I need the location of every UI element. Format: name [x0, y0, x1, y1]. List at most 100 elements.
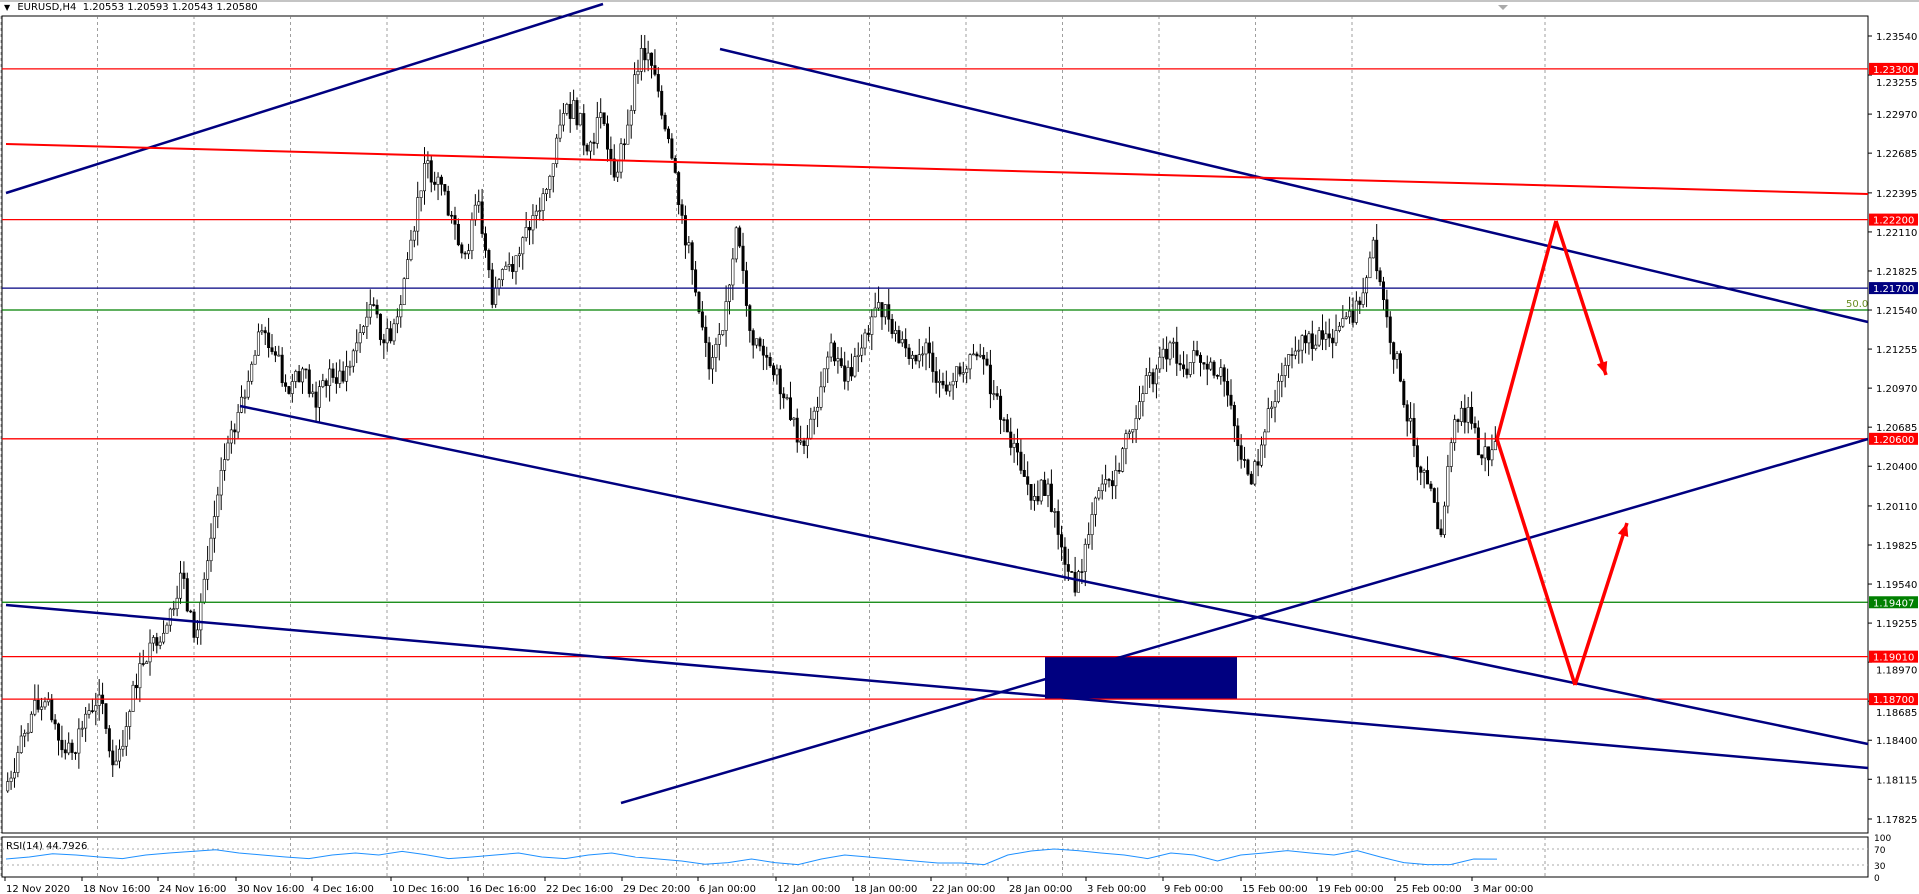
- candle-body: [1398, 353, 1402, 382]
- candle-body: [80, 727, 84, 730]
- candle-body: [70, 742, 74, 753]
- candle-body: [443, 184, 447, 192]
- candle-body: [717, 334, 721, 345]
- candle-body: [138, 663, 142, 689]
- candle-body: [1148, 372, 1152, 376]
- candle-body: [521, 237, 525, 255]
- candle-body: [1107, 479, 1111, 481]
- x-tick-label: 9 Feb 00:00: [1164, 884, 1223, 894]
- candle-body: [965, 368, 969, 373]
- y-tick-label: 1.20110: [1876, 502, 1917, 513]
- symbol-timeframe: EURUSD,H4: [17, 2, 77, 13]
- candle-body: [1476, 427, 1480, 456]
- candle-body: [273, 351, 277, 356]
- candle-body: [870, 316, 874, 335]
- candle-body: [707, 342, 711, 370]
- candle-body: [1060, 534, 1064, 548]
- candle-body: [673, 157, 677, 173]
- candle-body: [775, 368, 779, 376]
- candle-body: [734, 227, 738, 260]
- candle-body: [1229, 394, 1233, 406]
- candle-body: [1114, 470, 1118, 487]
- candle-body: [1100, 483, 1104, 492]
- candle-body: [317, 386, 321, 408]
- candle-body: [236, 412, 240, 433]
- candle-body: [1371, 239, 1375, 259]
- candle-body: [1124, 433, 1128, 450]
- candle-body: [555, 137, 559, 164]
- candle-body: [368, 304, 372, 318]
- candle-body: [12, 772, 16, 779]
- price-tag-label: 1.22200: [1873, 216, 1914, 227]
- y-tick-label: 1.22110: [1876, 228, 1917, 239]
- candle-body: [561, 113, 565, 126]
- candle-body: [812, 410, 816, 420]
- candle-body: [622, 143, 626, 146]
- candle-body: [240, 396, 244, 413]
- rsi-label: RSI(14) 44.7926: [6, 841, 87, 852]
- y-tick-label: 1.20400: [1876, 462, 1917, 473]
- candle-body: [436, 176, 440, 185]
- candle-body: [934, 371, 938, 383]
- candle-body: [1080, 571, 1084, 573]
- candle-body: [595, 117, 599, 144]
- candle-body: [799, 440, 803, 443]
- candle-body: [1049, 483, 1053, 512]
- candle-body: [1175, 341, 1179, 364]
- candle-body: [1283, 365, 1287, 376]
- candle-body: [229, 429, 233, 444]
- candle-body: [270, 347, 274, 352]
- candle-body: [1297, 349, 1301, 352]
- candle-body: [1402, 380, 1406, 406]
- triangle-down-icon[interactable]: ▼: [4, 3, 11, 12]
- candle-body: [531, 215, 535, 231]
- rsi-panel-frame: [1, 836, 1869, 878]
- candle-body: [897, 330, 901, 344]
- candle-body: [809, 418, 813, 439]
- candle-body: [104, 703, 108, 729]
- candle-body: [1070, 571, 1074, 573]
- candle-body: [1466, 406, 1470, 423]
- candle-body: [1246, 459, 1250, 475]
- candle-body: [324, 380, 328, 386]
- candle-body: [772, 365, 776, 376]
- candle-body: [768, 357, 772, 367]
- candle-body: [910, 354, 914, 359]
- candle-body: [1300, 335, 1304, 351]
- candle-body: [209, 537, 213, 562]
- candle-body: [731, 258, 735, 286]
- candle-body: [141, 663, 145, 665]
- x-tick-label: 30 Nov 16:00: [237, 884, 304, 894]
- candle-body: [1385, 299, 1389, 318]
- x-tick-label: 19 Feb 00:00: [1318, 884, 1384, 894]
- candle-body: [826, 356, 830, 370]
- candle-body: [877, 302, 881, 309]
- candle-body: [541, 193, 545, 211]
- price-tag-label: 1.18700: [1873, 695, 1914, 706]
- candle-body: [514, 255, 518, 272]
- scenario-path-down: [1495, 438, 1577, 686]
- candle-body: [1029, 484, 1033, 501]
- candle-body: [534, 210, 538, 216]
- candle-body: [978, 354, 982, 357]
- candle-body: [592, 141, 596, 144]
- candle-body: [206, 560, 210, 580]
- candle-body: [395, 316, 399, 325]
- candle-body: [1290, 354, 1294, 356]
- candle-body: [1002, 419, 1006, 421]
- candle-body: [290, 381, 294, 394]
- candle-body: [36, 699, 40, 710]
- x-tick-label: 6 Jan 00:00: [699, 884, 756, 894]
- candle-body: [605, 123, 609, 150]
- candle-body: [721, 330, 725, 335]
- trendline: [620, 437, 1869, 805]
- rsi-axis-label: 30: [1874, 862, 1886, 872]
- candle-body: [338, 370, 342, 384]
- candle-body: [1182, 364, 1186, 370]
- candle-body: [1320, 330, 1324, 340]
- candle-body: [87, 710, 91, 715]
- candle-body: [755, 338, 759, 346]
- candle-body: [1351, 310, 1355, 323]
- chart-shift-icon: [1498, 5, 1508, 10]
